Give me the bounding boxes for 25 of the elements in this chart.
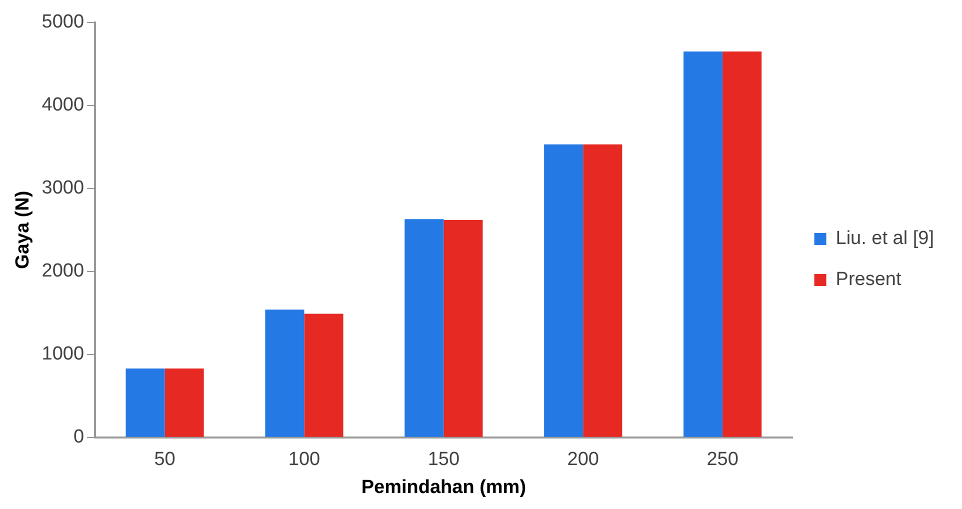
y-tick-label: 0: [73, 426, 84, 448]
x-tick-label: 150: [428, 449, 460, 470]
bar: [404, 219, 444, 437]
y-axis-title: Gaya (N): [12, 190, 34, 269]
legend-label: Liu. et al [9]: [836, 228, 934, 250]
bar: [265, 310, 304, 437]
y-tick-label: 3000: [42, 178, 84, 199]
y-tick-label: 5000: [42, 12, 84, 33]
x-tick-label: 100: [288, 449, 320, 470]
bar: [444, 220, 483, 437]
x-tick-label: 250: [706, 449, 738, 470]
bar: [684, 51, 723, 437]
y-tick-label: 2000: [42, 260, 84, 282]
legend-label: Present: [836, 269, 902, 290]
bar: [544, 144, 584, 437]
bar: [722, 51, 762, 437]
y-tick-label: 1000: [42, 344, 84, 365]
bar: [164, 368, 204, 437]
x-tick-label: 50: [154, 449, 176, 470]
y-tick-label: 4000: [42, 94, 84, 116]
bar: [304, 314, 344, 437]
bar: [126, 368, 165, 437]
bar: [583, 144, 622, 437]
x-tick-label: 200: [567, 449, 599, 470]
x-axis-title: Pemindahan (mm): [361, 476, 526, 498]
